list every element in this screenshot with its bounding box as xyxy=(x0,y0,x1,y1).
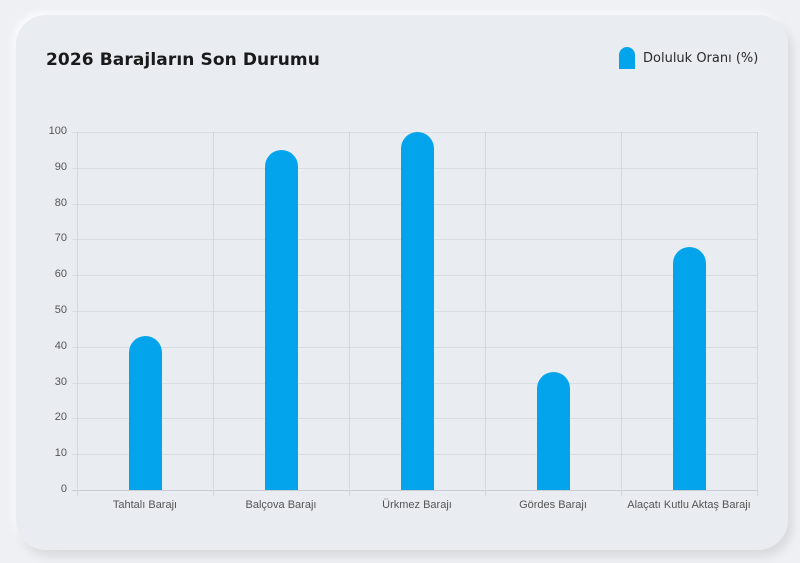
gridline-vertical xyxy=(485,132,486,496)
bar-balçova-barajı[interactable] xyxy=(265,150,298,490)
y-axis-tick-label: 90 xyxy=(54,161,67,173)
y-axis-tick-label: 50 xyxy=(54,304,67,316)
y-axis-tick-label: 30 xyxy=(54,376,67,388)
bar-tahtalı-barajı[interactable] xyxy=(129,336,162,490)
y-axis-tick-label: 0 xyxy=(60,483,67,495)
gridline-horizontal xyxy=(72,490,757,491)
legend-swatch-icon xyxy=(619,47,635,69)
bar-ürkmez-barajı[interactable] xyxy=(401,132,434,490)
y-axis-tick-label: 10 xyxy=(54,447,67,459)
y-axis-tick-label: 40 xyxy=(54,340,67,352)
chart-title: 2026 Barajların Son Durumu xyxy=(46,50,320,70)
gridline-vertical xyxy=(757,132,758,496)
bar-gördes-barajı[interactable] xyxy=(537,372,570,490)
gridline-vertical xyxy=(621,132,622,496)
y-axis-tick-label: 70 xyxy=(54,232,67,244)
bar-alaçatı-kutlu-aktaş-barajı[interactable] xyxy=(673,247,706,490)
y-axis-tick-label: 20 xyxy=(54,411,67,423)
x-axis-category-label: Tahtalı Barajı xyxy=(112,499,178,511)
x-axis-category-label: Alaçatı Kutlu Aktaş Barajı xyxy=(627,499,751,511)
x-axis-category-label: Balçova Barajı xyxy=(245,499,317,511)
gridline-vertical xyxy=(77,132,78,496)
x-axis-category-label: Ürkmez Barajı xyxy=(382,499,452,511)
x-axis-category-label: Gördes Barajı xyxy=(519,499,587,511)
gridline-vertical xyxy=(213,132,214,496)
y-axis-tick-label: 80 xyxy=(54,197,67,209)
y-axis-tick-label: 100 xyxy=(48,125,67,137)
y-axis-tick-label: 60 xyxy=(54,268,67,280)
gridline-vertical xyxy=(349,132,350,496)
legend-item[interactable]: Doluluk Oranı (%) xyxy=(619,47,758,69)
legend-label: Doluluk Oranı (%) xyxy=(643,50,759,66)
